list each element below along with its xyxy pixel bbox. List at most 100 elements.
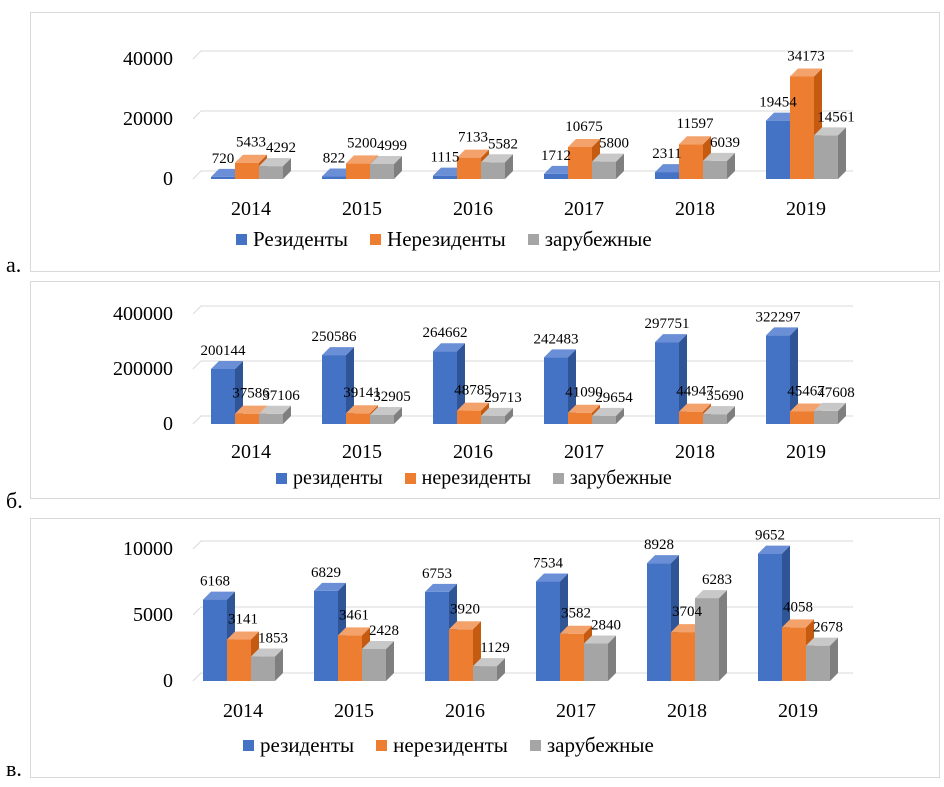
data-label-residents-2015: 822 — [323, 151, 346, 167]
data-label-nonresidents-2016: 48785 — [454, 383, 492, 399]
bar-residents-2015 — [322, 347, 354, 424]
legend-item-nonresidents: нерезиденты — [376, 733, 508, 758]
gridline — [192, 415, 853, 425]
data-label-residents-2018: 2311 — [652, 146, 681, 162]
bar-nonresidents-2017 — [568, 138, 600, 179]
data-label-nonresidents-2014: 37586 — [232, 386, 270, 402]
bar-nonresidents-2016 — [457, 402, 489, 424]
data-label-foreign-2018: 6039 — [710, 135, 740, 151]
bar-residents-2017 — [544, 349, 576, 424]
legend-item-foreign: зарубежные — [529, 733, 654, 758]
bar-foreign-2017 — [592, 407, 624, 424]
y-tick-label: 0 — [163, 670, 173, 692]
bar-foreign-2019 — [806, 637, 838, 681]
data-label-residents-2014: 720 — [212, 151, 235, 167]
gridline — [192, 606, 853, 616]
legend-label-foreign: зарубежные — [546, 733, 654, 757]
data-label-nonresidents-2017: 41090 — [565, 385, 603, 401]
data-label-foreign-2019: 47608 — [817, 385, 855, 401]
bar-foreign-2015 — [362, 640, 394, 681]
legend-item-foreign: зарубежные — [527, 227, 652, 252]
legend-label-foreign: зарубежные — [569, 467, 672, 489]
legend-swatch-foreign — [529, 740, 541, 751]
data-label-foreign-2017: 5800 — [599, 136, 629, 152]
data-label-foreign-2019: 14561 — [817, 109, 855, 125]
x-tick-label: 2018 — [667, 700, 707, 722]
y-tick-label: 0 — [163, 168, 173, 190]
legend-label-nonresidents: Нерезиденты — [387, 227, 506, 251]
legend-swatch-residents — [276, 473, 287, 484]
legend-swatch-nonresidents — [370, 234, 382, 245]
data-label-foreign-2014: 37106 — [262, 388, 300, 404]
x-tick-label: 2017 — [564, 441, 604, 463]
data-label-residents-2019: 322297 — [756, 309, 802, 325]
bar-foreign-2018 — [695, 590, 727, 681]
legend-label-residents: Резиденты — [253, 227, 349, 251]
data-label-foreign-2018: 6283 — [702, 572, 732, 588]
chart-a-legend: Резиденты Нерезиденты зарубежные — [236, 227, 652, 252]
data-label-foreign-2018: 35690 — [706, 388, 744, 404]
data-label-foreign-2016: 29713 — [484, 390, 522, 406]
x-tick-label: 2016 — [453, 441, 493, 463]
data-label-nonresidents-2014: 3141 — [228, 612, 258, 628]
data-label-residents-2015: 6829 — [311, 565, 341, 581]
data-label-nonresidents-2019: 34173 — [787, 48, 825, 64]
data-label-foreign-2015: 32905 — [373, 389, 411, 405]
data-label-nonresidents-2018: 11597 — [677, 116, 714, 132]
chart-panel-c: 10000 5000 0 6168 3141 1853 6829 3461 2428 6753 39… — [30, 518, 940, 778]
x-tick-label: 2019 — [786, 441, 826, 463]
y-tick-label: 5000 — [133, 604, 173, 626]
gridline — [192, 305, 853, 315]
data-label-nonresidents-2018: 3704 — [672, 604, 703, 620]
x-tick-label: 2016 — [453, 198, 493, 220]
y-tick-label: 20000 — [123, 108, 173, 130]
legend-label-residents: резиденты — [293, 467, 383, 489]
bar-foreign-2014 — [251, 648, 283, 681]
data-label-nonresidents-2014: 5433 — [236, 135, 266, 151]
x-tick-label: 2014 — [223, 700, 263, 722]
gridline — [192, 50, 853, 60]
bar-foreign-2018 — [703, 406, 735, 424]
legend-swatch-residents — [236, 234, 247, 245]
y-tick-label: 10000 — [123, 538, 173, 560]
legend-swatch-foreign — [552, 473, 564, 484]
data-label-foreign-2015: 4999 — [377, 138, 407, 154]
chart-b-legend: резиденты нерезиденты зарубежные — [276, 467, 672, 490]
data-label-residents-2018: 297751 — [645, 316, 690, 332]
x-tick-label: 2017 — [564, 198, 604, 220]
data-label-foreign-2014: 4292 — [266, 140, 296, 156]
data-label-foreign-2014: 1853 — [258, 631, 288, 647]
bar-foreign-2014 — [259, 405, 291, 424]
data-label-residents-2019: 19454 — [759, 95, 797, 111]
data-label-foreign-2019: 2678 — [813, 620, 843, 636]
data-label-nonresidents-2018: 44947 — [676, 384, 714, 400]
data-label-foreign-2017: 2840 — [591, 618, 621, 634]
panel-letter-c: в. — [6, 756, 22, 781]
data-label-nonresidents-2015: 39141 — [343, 385, 381, 401]
bar-residents-2016 — [433, 343, 465, 424]
data-label-foreign-2017: 29654 — [595, 390, 633, 406]
x-tick-label: 2015 — [342, 198, 382, 220]
legend-swatch-foreign — [527, 234, 539, 245]
legend-label-foreign: зарубежные — [544, 227, 652, 251]
bar-foreign-2014 — [259, 158, 291, 179]
legend-swatch-residents — [243, 740, 254, 751]
data-label-residents-2014: 200144 — [201, 343, 247, 359]
data-label-residents-2018: 8928 — [644, 537, 674, 553]
data-label-foreign-2015: 2428 — [369, 623, 399, 639]
chart-panel-b: 400000 200000 0 200144 37586 37106 250586 39141… — [30, 281, 940, 499]
x-tick-label: 2018 — [675, 441, 715, 463]
legend-swatch-nonresidents — [376, 740, 388, 751]
data-label-nonresidents-2019: 4058 — [783, 599, 813, 615]
bar-foreign-2019 — [814, 402, 846, 424]
x-tick-label: 2015 — [334, 700, 374, 722]
data-label-residents-2017: 242483 — [534, 331, 579, 347]
x-tick-label: 2017 — [556, 700, 596, 722]
data-label-nonresidents-2015: 3461 — [339, 607, 369, 623]
bar-foreign-2016 — [481, 407, 513, 424]
x-tick-label: 2014 — [231, 441, 271, 463]
legend-label-nonresidents: нерезиденты — [421, 467, 531, 489]
legend-swatch-nonresidents — [404, 473, 416, 484]
